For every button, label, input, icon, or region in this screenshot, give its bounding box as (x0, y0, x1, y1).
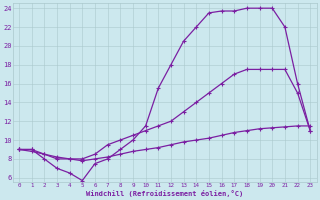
X-axis label: Windchill (Refroidissement éolien,°C): Windchill (Refroidissement éolien,°C) (86, 190, 243, 197)
